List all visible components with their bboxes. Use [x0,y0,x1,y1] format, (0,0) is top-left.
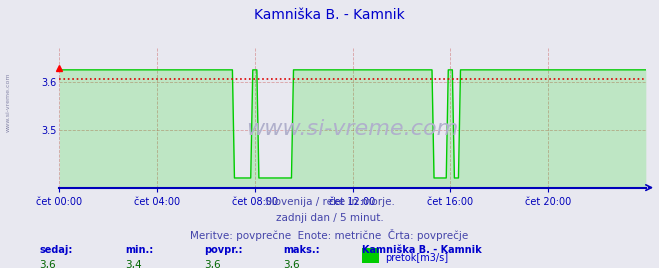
Text: sedaj:: sedaj: [40,245,73,255]
Text: Meritve: povprečne  Enote: metrične  Črta: povprečje: Meritve: povprečne Enote: metrične Črta:… [190,229,469,241]
Text: pretok[m3/s]: pretok[m3/s] [386,253,449,263]
Text: 3,6: 3,6 [40,260,56,268]
Text: povpr.:: povpr.: [204,245,243,255]
Text: min.:: min.: [125,245,154,255]
Text: Kamniška B. - Kamnik: Kamniška B. - Kamnik [362,245,482,255]
Text: www.si-vreme.com: www.si-vreme.com [5,72,11,132]
Text: Slovenija / reke in morje.: Slovenija / reke in morje. [264,197,395,207]
Text: 3,4: 3,4 [125,260,142,268]
Text: 3,6: 3,6 [283,260,300,268]
Text: www.si-vreme.com: www.si-vreme.com [246,119,459,139]
Text: Kamniška B. - Kamnik: Kamniška B. - Kamnik [254,8,405,22]
Text: 3,6: 3,6 [204,260,221,268]
Text: maks.:: maks.: [283,245,320,255]
Text: zadnji dan / 5 minut.: zadnji dan / 5 minut. [275,213,384,223]
